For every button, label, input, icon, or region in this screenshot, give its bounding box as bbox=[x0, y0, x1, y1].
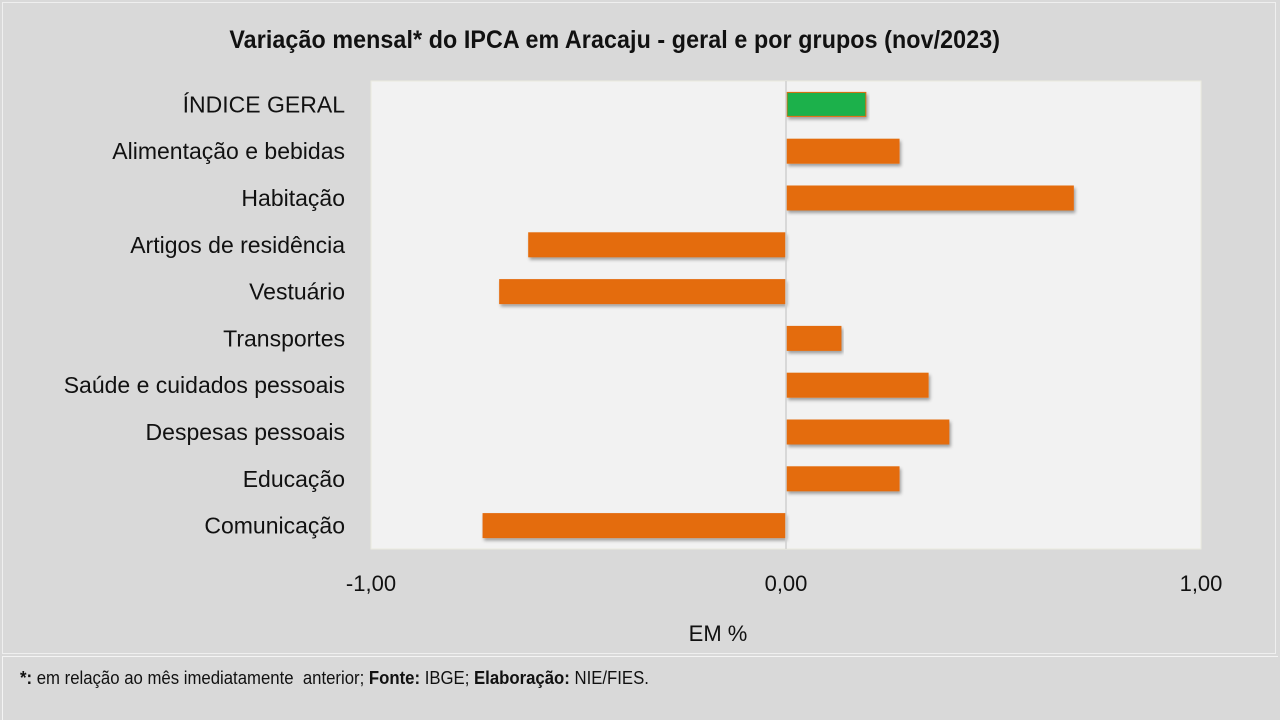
category-label: Vestuário bbox=[249, 279, 345, 305]
footnote-source: IBGE; bbox=[420, 668, 475, 688]
category-label: Educação bbox=[243, 466, 345, 492]
category-label: Despesas pessoais bbox=[146, 419, 345, 445]
category-label: Habitação bbox=[241, 185, 345, 211]
bar-saude-e-cuidados-pessoais bbox=[786, 372, 929, 398]
footnote-text: em relação ao mês imediatamente anterior… bbox=[32, 668, 369, 688]
footnote-star: *: bbox=[20, 668, 33, 688]
footnote-author-label: Elaboração: bbox=[474, 668, 570, 688]
bar-indice-geral bbox=[786, 91, 867, 117]
x-tick-label: -1,00 bbox=[346, 571, 396, 596]
x-axis-title: EM % bbox=[689, 621, 748, 646]
category-label: Artigos de residência bbox=[130, 232, 345, 258]
bar-despesas-pessoais bbox=[786, 419, 950, 445]
chart-frame bbox=[2, 2, 1276, 654]
bar-comunicacao bbox=[482, 513, 786, 539]
category-label: Alimentação e bebidas bbox=[112, 138, 345, 164]
category-label: Comunicação bbox=[204, 513, 345, 539]
x-tick-label: 0,00 bbox=[765, 571, 808, 596]
footer-frame bbox=[2, 656, 1278, 720]
chart-title: Variação mensal* do IPCA em Aracaju - ge… bbox=[229, 26, 1001, 54]
footnote: *: em relação ao mês imediatamente anter… bbox=[20, 668, 649, 689]
category-label: ÍNDICE GERAL bbox=[183, 91, 346, 117]
bar-artigos-de-residencia bbox=[528, 232, 786, 258]
category-label: Saúde e cuidados pessoais bbox=[64, 372, 345, 398]
bar-transportes bbox=[786, 325, 842, 351]
category-label: Transportes bbox=[223, 325, 345, 351]
bar-educacao bbox=[786, 466, 900, 492]
footnote-source-label: Fonte: bbox=[368, 668, 421, 688]
x-tick-labels: -1,00 0,00 1,00 bbox=[346, 571, 1222, 596]
bars-layer bbox=[482, 91, 1074, 539]
footnote-author: NIE/FIES. bbox=[569, 668, 649, 688]
bar-vestuario bbox=[499, 279, 786, 305]
bar-habitacao bbox=[786, 185, 1074, 211]
category-labels: ÍNDICE GERAL Alimentação e bebidas Habitaç… bbox=[64, 91, 346, 538]
x-tick-label: 1,00 bbox=[1180, 571, 1223, 596]
bar-alimentacao-e-bebidas bbox=[786, 138, 900, 164]
